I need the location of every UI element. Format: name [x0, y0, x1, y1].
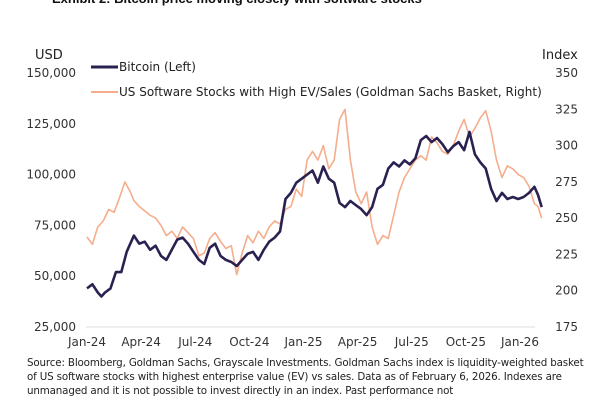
y-tick-left: 150,000 [26, 66, 76, 80]
y-tick-right: 275 [555, 175, 578, 189]
series-line-software-stocks [86, 108, 543, 276]
x-tick: Jan-24 [67, 335, 106, 349]
legend-label-software: US Software Stocks with High EV/Sales (G… [119, 85, 542, 99]
y-tick-left: 50,000 [34, 269, 76, 283]
y-tick-right: 300 [555, 139, 578, 153]
y-tick-right: 175 [555, 320, 578, 334]
x-tick: Apr-24 [121, 335, 161, 349]
y-tick-right: 350 [555, 66, 578, 80]
series-line-bitcoin [86, 130, 543, 298]
y-tick-right: 325 [555, 102, 578, 116]
y-tick-right: 250 [555, 211, 578, 225]
y-tick-left: 100,000 [26, 168, 76, 182]
x-tick: Jan-26 [500, 335, 539, 349]
y-tick-right: 225 [555, 247, 578, 261]
y-tick-left: 75,000 [34, 218, 76, 232]
chart-title: Exhibit 2: Bitcoin price moving closely … [52, 0, 422, 6]
x-tick: Jul-25 [394, 335, 429, 349]
x-tick: Jul-24 [177, 335, 212, 349]
y-tick-left: 25,000 [34, 320, 76, 334]
y-tick-left: 125,000 [26, 117, 76, 131]
y-axis-right-title: Index [542, 48, 578, 63]
x-tick: Apr-25 [338, 335, 378, 349]
legend-label-bitcoin: Bitcoin (Left) [119, 60, 196, 74]
legend: Bitcoin (Left) US Software Stocks with H… [91, 60, 542, 99]
y-tick-right: 200 [555, 284, 578, 298]
x-tick: Jan-25 [283, 335, 322, 349]
y-axis-left-title: USD [35, 48, 63, 63]
source-footnote: Source: Bloomberg, Goldman Sachs, Graysc… [27, 357, 584, 397]
x-tick: Oct-25 [446, 335, 486, 349]
x-tick: Oct-24 [229, 335, 269, 349]
